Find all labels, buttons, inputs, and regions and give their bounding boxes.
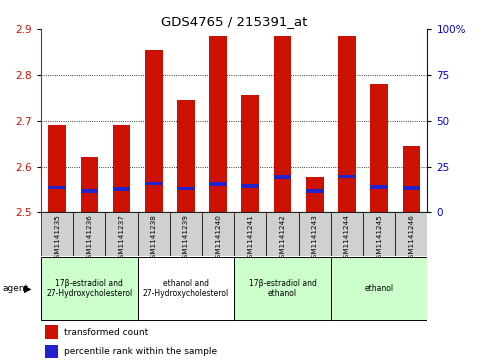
Bar xyxy=(170,212,202,256)
Text: GSM1141246: GSM1141246 xyxy=(408,214,414,262)
Bar xyxy=(331,212,363,256)
Bar xyxy=(48,125,66,212)
Bar xyxy=(145,50,163,212)
Bar xyxy=(113,187,130,191)
Bar xyxy=(138,257,234,320)
Bar xyxy=(105,212,138,256)
Bar xyxy=(234,257,331,320)
Bar xyxy=(267,212,298,256)
Text: agent: agent xyxy=(2,284,28,293)
Text: GSM1141245: GSM1141245 xyxy=(376,214,382,262)
Text: ▶: ▶ xyxy=(24,284,32,294)
Text: GSM1141243: GSM1141243 xyxy=(312,214,318,262)
Bar xyxy=(202,212,234,256)
Text: GSM1141235: GSM1141235 xyxy=(54,214,60,262)
Text: GSM1141242: GSM1141242 xyxy=(280,214,285,262)
Bar xyxy=(138,212,170,256)
Bar xyxy=(274,36,291,212)
Title: GDS4765 / 215391_at: GDS4765 / 215391_at xyxy=(161,15,308,28)
Text: percentile rank within the sample: percentile rank within the sample xyxy=(64,347,217,356)
Bar xyxy=(45,325,58,339)
Text: GSM1141239: GSM1141239 xyxy=(183,214,189,262)
Text: 17β-estradiol and
ethanol: 17β-estradiol and ethanol xyxy=(249,279,316,298)
Bar xyxy=(338,175,356,179)
Text: 17β-estradiol and
27-Hydroxycholesterol: 17β-estradiol and 27-Hydroxycholesterol xyxy=(46,279,132,298)
Bar xyxy=(209,182,227,186)
Bar xyxy=(242,184,259,188)
Bar xyxy=(370,84,388,212)
Bar xyxy=(298,212,331,256)
Bar xyxy=(274,175,291,179)
Bar xyxy=(331,257,427,320)
Text: ethanol: ethanol xyxy=(365,284,394,293)
Text: GSM1141238: GSM1141238 xyxy=(151,214,157,262)
Text: GSM1141240: GSM1141240 xyxy=(215,214,221,262)
Bar xyxy=(338,36,356,212)
Bar xyxy=(48,186,66,189)
Bar xyxy=(234,212,267,256)
Bar xyxy=(113,125,130,212)
Bar xyxy=(209,36,227,212)
Bar xyxy=(402,146,420,212)
Bar xyxy=(177,100,195,212)
Text: GSM1141236: GSM1141236 xyxy=(86,214,92,262)
Text: GSM1141244: GSM1141244 xyxy=(344,214,350,262)
Text: GSM1141237: GSM1141237 xyxy=(118,214,125,262)
Bar xyxy=(41,257,138,320)
Bar xyxy=(306,177,324,212)
Text: transformed count: transformed count xyxy=(64,328,148,337)
Bar xyxy=(242,95,259,212)
Bar xyxy=(41,212,73,256)
Bar xyxy=(402,186,420,190)
Bar xyxy=(306,189,324,193)
Bar xyxy=(145,182,163,185)
Bar xyxy=(177,187,195,190)
Bar xyxy=(73,212,105,256)
Bar xyxy=(363,212,395,256)
Bar xyxy=(395,212,427,256)
Bar xyxy=(370,185,388,188)
Text: GSM1141241: GSM1141241 xyxy=(247,214,254,262)
Text: ethanol and
27-Hydroxycholesterol: ethanol and 27-Hydroxycholesterol xyxy=(143,279,229,298)
Bar xyxy=(81,189,98,193)
Bar xyxy=(45,344,58,358)
Bar xyxy=(81,157,98,212)
